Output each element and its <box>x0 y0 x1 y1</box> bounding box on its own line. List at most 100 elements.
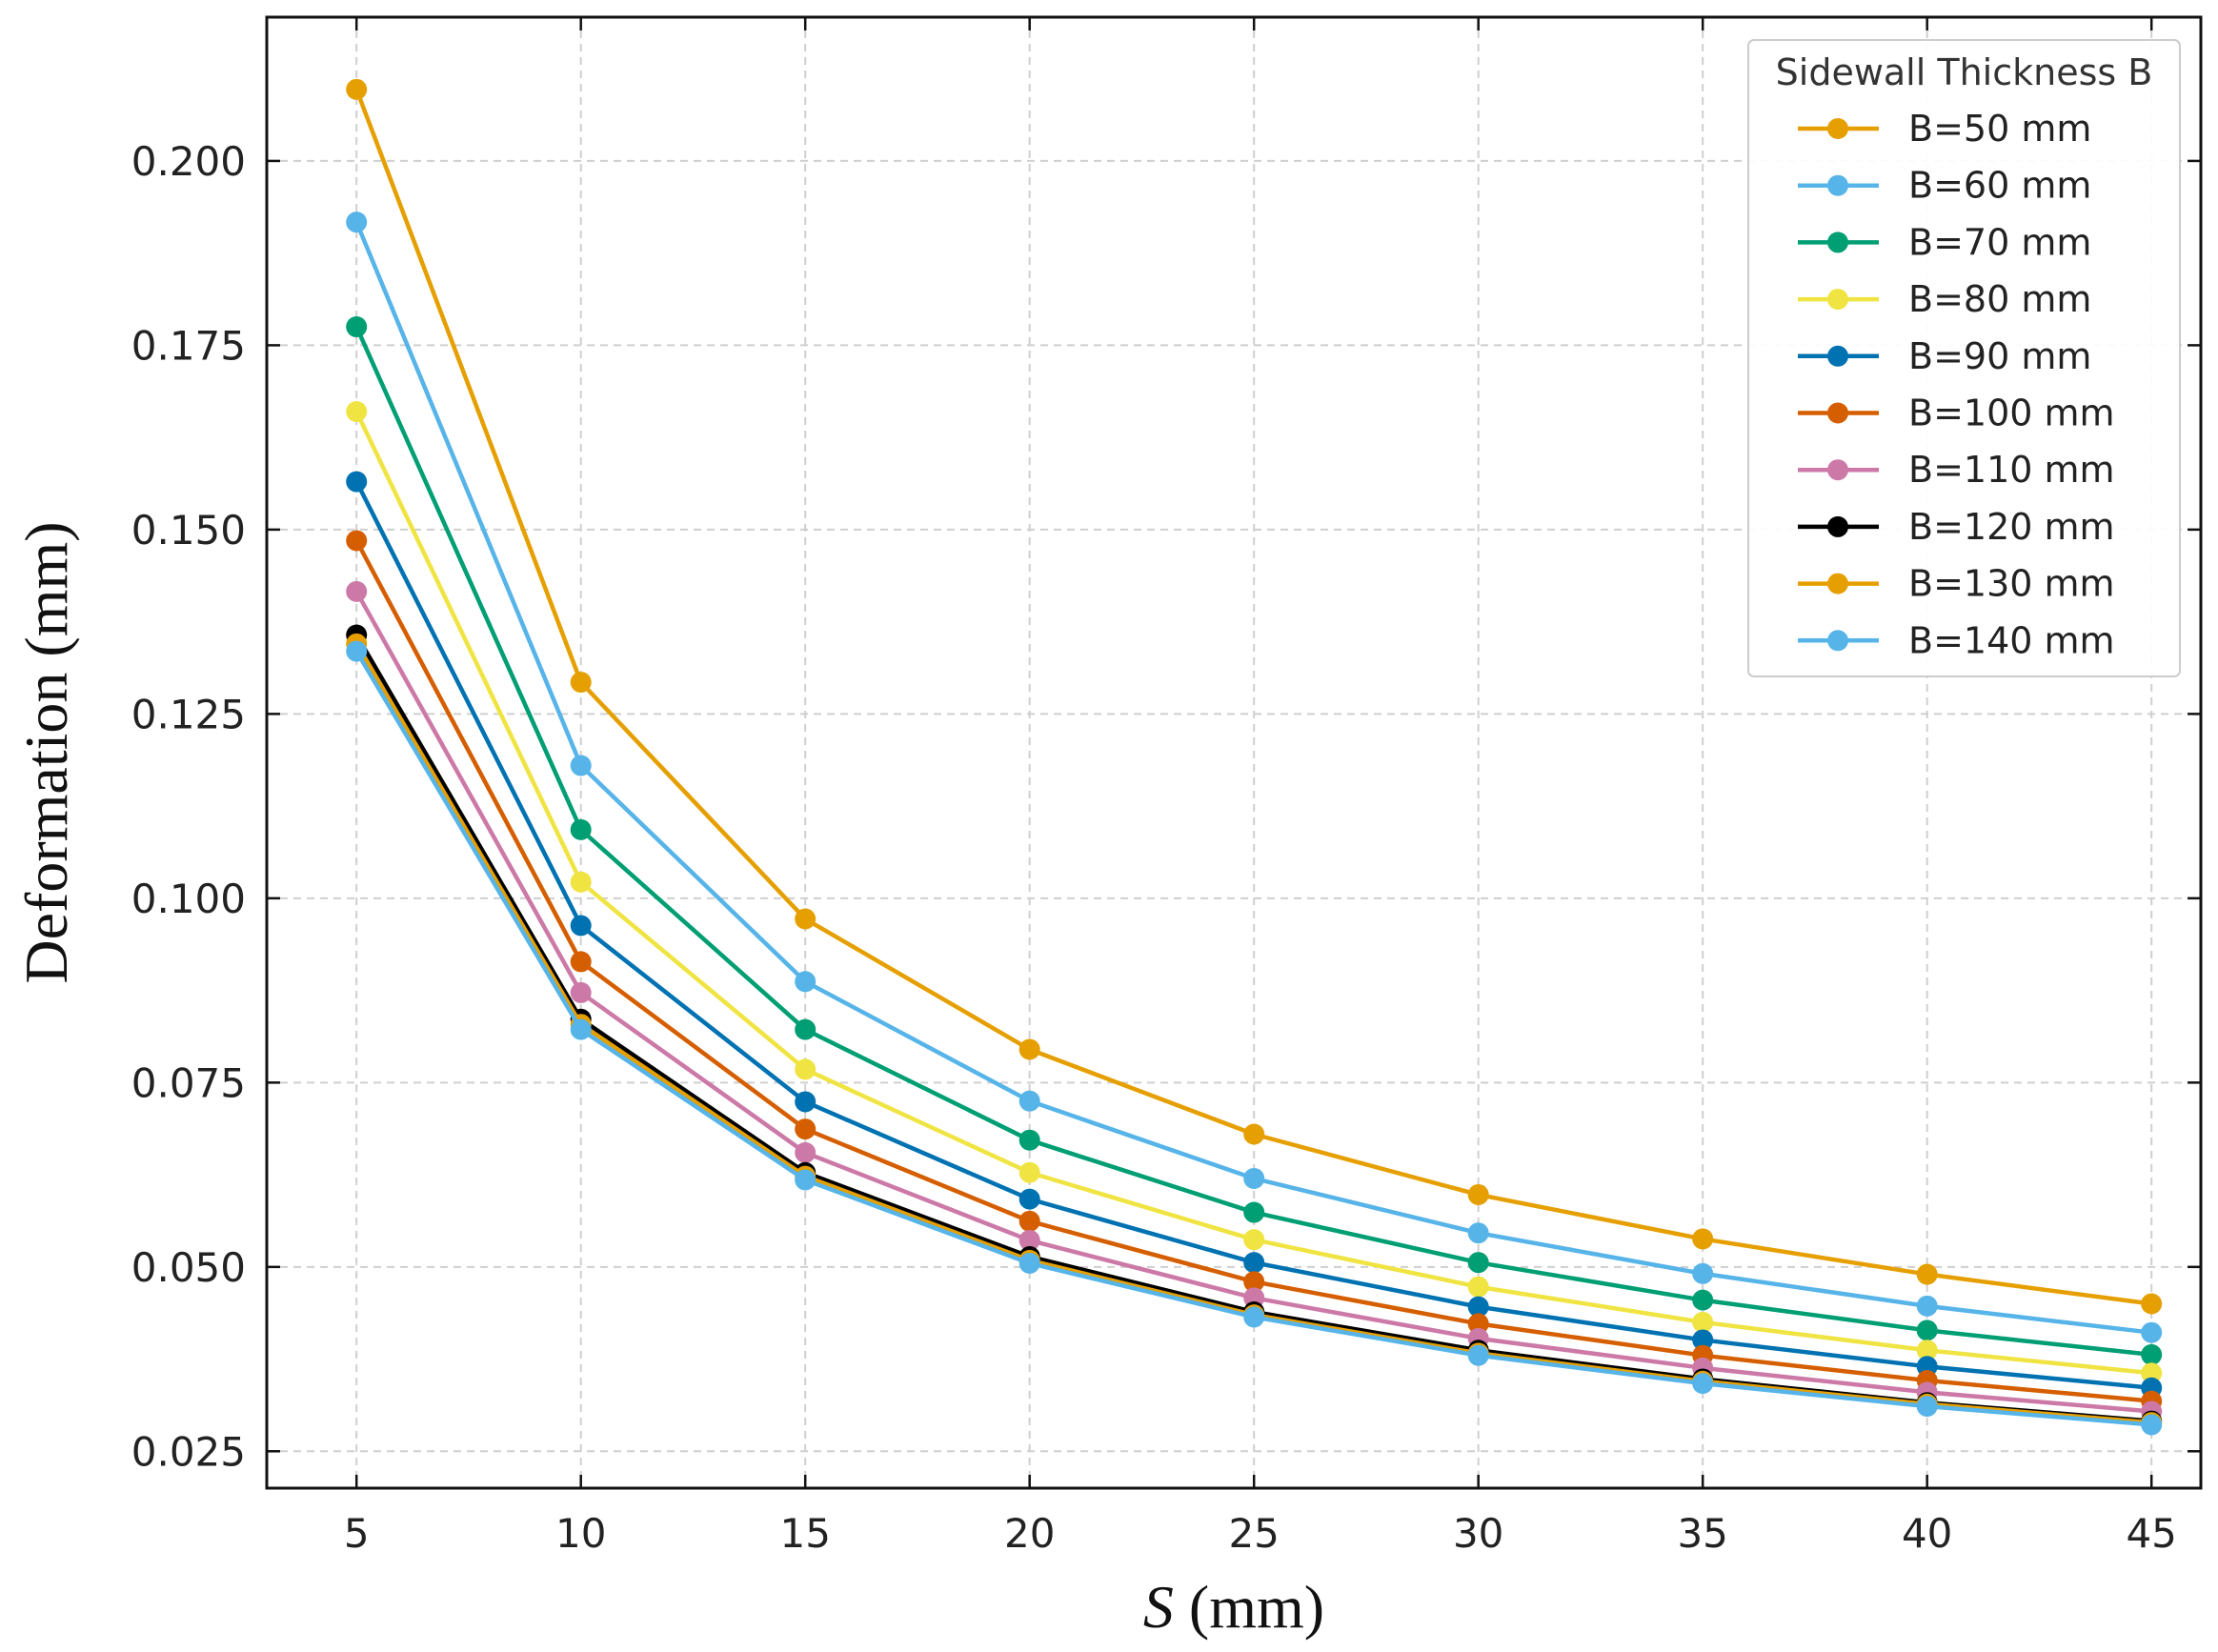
data-point <box>795 1169 817 1191</box>
y-tick-label: 0.025 <box>131 1428 246 1475</box>
y-tick-label: 0.125 <box>131 691 246 737</box>
data-point <box>570 1018 592 1040</box>
legend-swatch-marker <box>1827 118 1848 139</box>
plot-frame <box>265 15 2203 1490</box>
data-point <box>570 818 592 840</box>
legend-title: Sidewall Thickness B <box>1776 51 2153 93</box>
data-point <box>2141 1362 2163 1384</box>
series-b-80-mm <box>346 401 2163 1384</box>
legend-swatch-marker <box>1827 402 1848 424</box>
y-tick-labels: 0.025 0.050 0.075 0.100 0.125 0.150 0.175 0.200 <box>131 138 246 1475</box>
data-point <box>795 1091 817 1113</box>
data-point <box>1916 1396 1938 1418</box>
data-point <box>1916 1320 1938 1341</box>
legend-label: B=60 mm <box>1908 165 2091 207</box>
legend-items: B=50 mm B=60 mm B=70 mm B=80 mm B=90 mm B=100… <box>1798 108 2115 661</box>
series-b-100-mm <box>346 530 2163 1412</box>
data-point <box>1243 1201 1265 1223</box>
legend-swatch-marker <box>1827 459 1848 481</box>
legend-label: B=50 mm <box>1908 108 2091 150</box>
data-point <box>1692 1262 1714 1284</box>
data-point <box>2141 1293 2163 1315</box>
data-point <box>1243 1306 1265 1328</box>
legend-label: B=100 mm <box>1908 393 2115 434</box>
legend-item: B=60 mm <box>1798 165 2091 207</box>
grid <box>267 17 2201 1488</box>
data-point <box>346 78 368 100</box>
legend-swatch-marker <box>1827 289 1848 311</box>
data-point <box>346 580 368 602</box>
y-tick-label: 0.200 <box>131 138 246 185</box>
data-point <box>570 672 592 694</box>
data-point <box>2141 1321 2163 1343</box>
legend-item: B=90 mm <box>1798 335 2091 377</box>
data-point <box>1243 1229 1265 1251</box>
legend-swatch-marker <box>1827 630 1848 652</box>
series-b-50-mm <box>346 78 2163 1315</box>
data-point <box>1018 1161 1040 1183</box>
data-point <box>2141 1343 2163 1365</box>
series-b-90-mm <box>346 471 2163 1399</box>
data-point <box>1243 1123 1265 1145</box>
legend-item: B=110 mm <box>1798 449 2115 491</box>
data-point <box>346 530 368 552</box>
legend-label: B=90 mm <box>1908 335 2091 377</box>
data-point <box>346 316 368 338</box>
data-point <box>795 1141 817 1163</box>
data-point <box>1467 1252 1489 1274</box>
data-point <box>1018 1210 1040 1232</box>
data-point <box>1467 1296 1489 1318</box>
data-point <box>795 1018 817 1040</box>
data-point <box>795 1118 817 1140</box>
legend-swatch-marker <box>1827 232 1848 253</box>
data-point <box>1018 1090 1040 1112</box>
y-tick-label: 0.150 <box>131 507 246 554</box>
data-point <box>1916 1295 1938 1317</box>
data-point <box>346 401 368 423</box>
legend-label: B=70 mm <box>1908 221 2091 263</box>
legend-box <box>1747 39 2181 677</box>
data-point <box>1243 1167 1265 1189</box>
data-point <box>1018 1129 1040 1151</box>
data-point <box>1018 1252 1040 1274</box>
series-b-70-mm <box>346 316 2163 1365</box>
data-point <box>1467 1344 1489 1366</box>
data-point <box>795 971 817 993</box>
data-point <box>1916 1340 1938 1361</box>
data-point <box>2141 1414 2163 1436</box>
series-b-60-mm <box>346 212 2163 1343</box>
data-point <box>1916 1263 1938 1285</box>
x-tick-label: 25 <box>1228 1510 1279 1557</box>
data-point <box>570 951 592 973</box>
data-point <box>346 640 368 662</box>
data-point <box>795 908 817 930</box>
legend-item: B=100 mm <box>1798 393 2115 434</box>
data-point <box>570 871 592 893</box>
legend-item: B=140 mm <box>1798 619 2115 661</box>
legend-label: B=120 mm <box>1908 506 2115 548</box>
legend-label: B=140 mm <box>1908 619 2115 661</box>
data-point <box>1467 1222 1489 1244</box>
x-axis-title-variable: S <box>1143 1573 1174 1641</box>
data-point <box>1243 1252 1265 1274</box>
legend-item: B=80 mm <box>1798 278 2091 320</box>
data-point <box>570 981 592 1003</box>
legend-label: B=110 mm <box>1908 449 2115 491</box>
y-tick-label: 0.175 <box>131 322 246 369</box>
x-tick-label: 30 <box>1453 1510 1503 1557</box>
legend-swatch-marker <box>1827 174 1848 196</box>
y-tick-label: 0.075 <box>131 1059 246 1106</box>
legend: Sidewall Thickness B B=50 mm B=60 mm B=70 … <box>1747 39 2181 677</box>
x-tick-label: 35 <box>1677 1510 1727 1557</box>
legend-item: B=50 mm <box>1798 108 2091 150</box>
data-point <box>1692 1289 1714 1311</box>
data-point <box>795 1058 817 1080</box>
series-b-140-mm <box>346 640 2163 1436</box>
legend-label: B=80 mm <box>1908 278 2091 320</box>
y-tick-label: 0.050 <box>131 1244 246 1291</box>
data-point <box>1467 1183 1489 1205</box>
data-point <box>1467 1313 1489 1335</box>
data-point <box>1692 1228 1714 1250</box>
data-point <box>570 915 592 937</box>
